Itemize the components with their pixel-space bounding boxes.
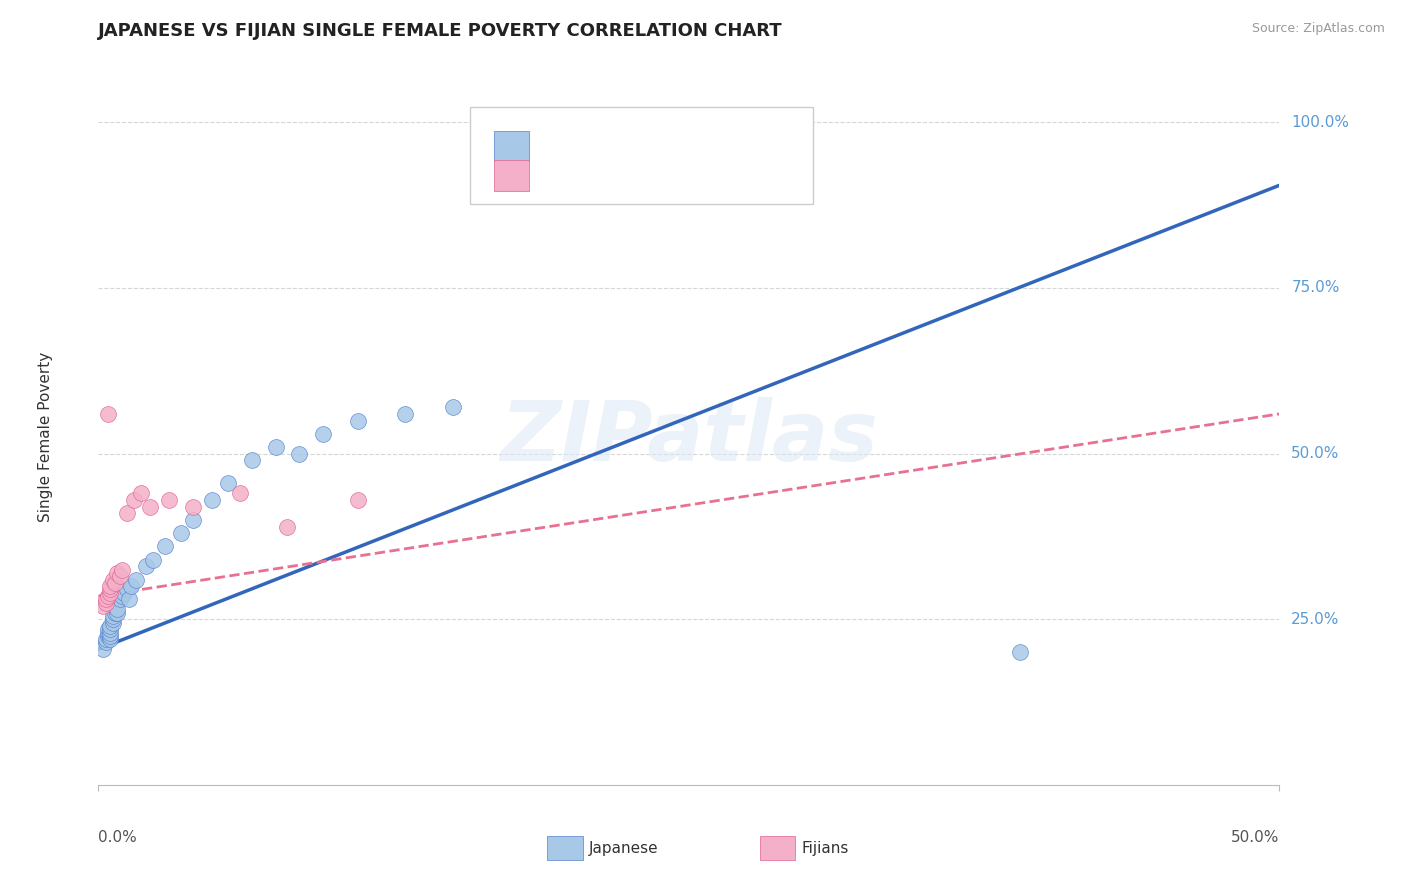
- Text: JAPANESE VS FIJIAN SINGLE FEMALE POVERTY CORRELATION CHART: JAPANESE VS FIJIAN SINGLE FEMALE POVERTY…: [98, 22, 783, 40]
- Point: [181, 500, 204, 514]
- Point: [264, 440, 287, 454]
- Point: [94, 592, 117, 607]
- Point: [98, 632, 121, 647]
- Point: [105, 602, 128, 616]
- Point: [118, 592, 141, 607]
- Point: [240, 453, 263, 467]
- Point: [111, 563, 134, 577]
- Point: [229, 486, 252, 500]
- Point: [101, 609, 124, 624]
- Text: R = 0.239   N = 22: R = 0.239 N = 22: [544, 166, 702, 184]
- FancyBboxPatch shape: [494, 130, 530, 162]
- Text: Single Female Poverty: Single Female Poverty: [38, 352, 53, 522]
- Point: [94, 635, 117, 649]
- Point: [115, 506, 138, 520]
- Text: 50.0%: 50.0%: [1232, 830, 1279, 846]
- Point: [98, 629, 121, 643]
- Point: [111, 589, 134, 603]
- Point: [181, 513, 204, 527]
- Text: 100.0%: 100.0%: [1291, 115, 1350, 130]
- FancyBboxPatch shape: [547, 836, 582, 860]
- Point: [97, 625, 120, 640]
- Point: [121, 579, 143, 593]
- Point: [276, 519, 298, 533]
- Point: [347, 413, 370, 427]
- Point: [142, 552, 165, 566]
- Text: 50.0%: 50.0%: [1291, 446, 1340, 461]
- Point: [94, 632, 117, 647]
- Text: Japanese: Japanese: [589, 841, 658, 855]
- Point: [94, 596, 117, 610]
- Point: [312, 426, 335, 441]
- Point: [153, 540, 176, 554]
- Text: Source: ZipAtlas.com: Source: ZipAtlas.com: [1251, 22, 1385, 36]
- Point: [122, 493, 145, 508]
- Point: [91, 599, 114, 613]
- Point: [104, 606, 127, 620]
- Point: [129, 486, 152, 500]
- Point: [105, 566, 128, 580]
- Point: [288, 447, 311, 461]
- Point: [157, 493, 180, 508]
- Point: [97, 629, 120, 643]
- Point: [104, 599, 127, 613]
- Point: [105, 606, 128, 620]
- Text: ZIPatlas: ZIPatlas: [501, 397, 877, 477]
- Point: [101, 573, 124, 587]
- Point: [135, 559, 157, 574]
- Point: [91, 642, 114, 657]
- Point: [108, 569, 131, 583]
- Point: [98, 582, 121, 597]
- Point: [108, 592, 131, 607]
- Text: 0.0%: 0.0%: [98, 830, 138, 846]
- Point: [139, 500, 162, 514]
- Point: [201, 493, 224, 508]
- Text: Fijians: Fijians: [801, 841, 848, 855]
- Text: 25.0%: 25.0%: [1291, 612, 1340, 627]
- Text: R = 0.662   N = 40: R = 0.662 N = 40: [544, 137, 700, 155]
- Point: [394, 407, 416, 421]
- Point: [101, 612, 124, 626]
- Point: [104, 575, 127, 590]
- Point: [217, 476, 239, 491]
- Point: [170, 526, 193, 541]
- Point: [98, 586, 121, 600]
- Point: [98, 619, 121, 633]
- Point: [97, 589, 120, 603]
- Point: [112, 586, 135, 600]
- Point: [441, 401, 464, 415]
- Point: [98, 579, 121, 593]
- Point: [125, 573, 148, 587]
- Point: [97, 407, 120, 421]
- Point: [115, 582, 138, 597]
- Point: [1008, 645, 1031, 659]
- Point: [101, 615, 124, 630]
- Point: [97, 622, 120, 636]
- FancyBboxPatch shape: [494, 160, 530, 191]
- Text: 75.0%: 75.0%: [1291, 280, 1340, 295]
- Point: [98, 625, 121, 640]
- FancyBboxPatch shape: [759, 836, 796, 860]
- Point: [347, 493, 370, 508]
- FancyBboxPatch shape: [471, 106, 813, 204]
- Point: [98, 622, 121, 636]
